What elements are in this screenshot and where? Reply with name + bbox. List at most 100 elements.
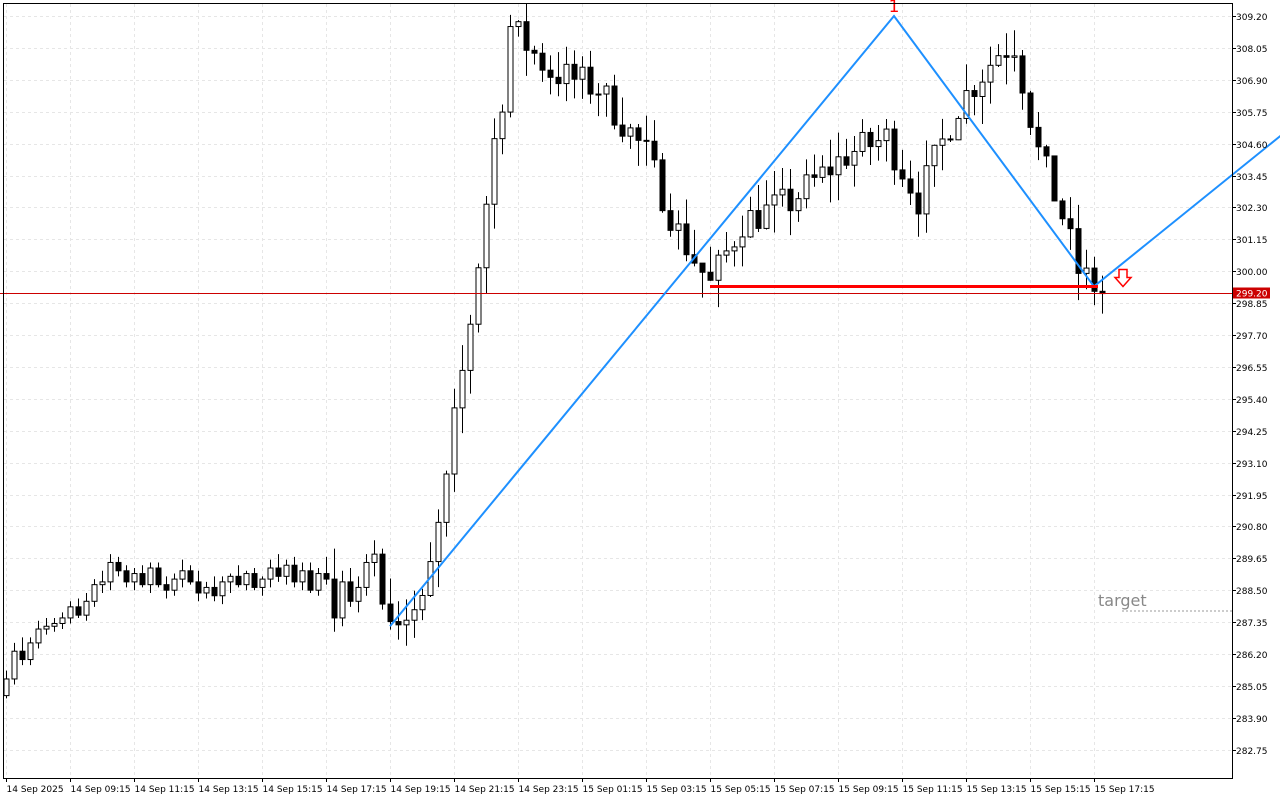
sell-arrow-icon <box>1113 268 1133 288</box>
wave-label: 1 <box>889 0 900 17</box>
candle-bear <box>531 49 538 54</box>
candle-bull <box>171 578 178 591</box>
candle-bear <box>1035 126 1042 148</box>
candle-bull <box>955 117 962 141</box>
candle-bull <box>3 678 10 697</box>
price-tick-label: 291.95 <box>1236 492 1268 502</box>
candle-bear <box>323 573 330 580</box>
candle-bull <box>411 609 418 621</box>
price-tick-label: 296.55 <box>1236 364 1268 374</box>
candle-bull <box>435 521 442 563</box>
grid <box>4 4 1232 778</box>
candle-bull <box>499 111 506 140</box>
candle-bull <box>595 93 602 96</box>
candle-bear <box>139 573 146 586</box>
candle-bull <box>747 210 754 238</box>
candle-bull <box>779 188 786 196</box>
candle-bear <box>555 76 562 85</box>
candle-bear <box>395 621 402 626</box>
candle-bull <box>475 267 482 325</box>
price-axis[interactable]: 309.20 308.05 306.90 305.75 304.60 303.45 302.… <box>1232 13 1268 757</box>
candle-bear <box>1067 218 1074 230</box>
price-tick-label: 302.30 <box>1236 204 1268 214</box>
price-tick-label: 306.90 <box>1236 77 1268 87</box>
candle-bear <box>867 131 874 148</box>
candle-bull <box>227 575 234 583</box>
candle-bear <box>619 124 626 137</box>
time-tick-label: 14 Sep 09:15 <box>71 785 131 795</box>
price-tick-label: 309.20 <box>1236 13 1268 23</box>
time-tick-label: 14 Sep 11:15 <box>135 785 195 795</box>
candle-bull <box>35 628 42 644</box>
candle-bull <box>931 144 938 167</box>
time-tick-label: 15 Sep 05:15 <box>711 785 771 795</box>
candle-bear <box>915 192 922 215</box>
candle-bear <box>547 69 554 78</box>
candle-bull <box>131 573 138 583</box>
candle-bull <box>883 128 890 142</box>
current-price-tag-text: 299.20 <box>1236 290 1268 300</box>
candle-bull <box>219 581 226 597</box>
candle-bear <box>891 128 898 171</box>
time-tick-label: 14 Sep 23:15 <box>519 785 579 795</box>
candle-bear <box>235 575 242 586</box>
candle-bear <box>1075 228 1082 274</box>
candle-bear <box>155 567 162 586</box>
time-tick-label: 14 Sep 19:15 <box>391 785 451 795</box>
candle-bull <box>107 561 114 583</box>
candle-bull <box>467 323 474 371</box>
candle-bear <box>659 159 666 212</box>
candle-bear <box>571 63 578 80</box>
candle-bull <box>459 369 466 409</box>
candle-bear <box>331 578 338 619</box>
candle-bear <box>635 127 642 141</box>
candle-bull <box>851 150 858 166</box>
candle-bull <box>339 581 346 619</box>
candle-bull <box>939 138 946 146</box>
time-tick-label: 14 Sep 13:15 <box>199 785 259 795</box>
time-axis[interactable]: 14 Sep 2025 14 Sep 09:15 14 Sep 11:15 14 Se… <box>6 778 1155 795</box>
candle-bull <box>715 254 722 281</box>
price-tick-label: 308.05 <box>1236 45 1268 55</box>
candle-bear <box>699 262 706 273</box>
candle-bull <box>507 26 514 113</box>
price-tick-label: 305.75 <box>1236 109 1268 119</box>
candle-bear <box>187 570 194 583</box>
candle-bear <box>275 567 282 577</box>
candle-bull <box>419 594 426 611</box>
candle-bear <box>307 570 314 591</box>
price-tick-label: 293.10 <box>1236 460 1268 470</box>
candle-bull <box>1083 267 1090 274</box>
candle-bull <box>963 90 970 119</box>
time-tick-label: 14 Sep 17:15 <box>327 785 387 795</box>
price-tick-label: 297.70 <box>1236 332 1268 342</box>
candle-bear <box>611 85 618 126</box>
candle-bear <box>811 174 818 178</box>
candle-bull <box>563 63 570 85</box>
candle-bull <box>451 407 458 475</box>
candle-bear <box>387 603 394 623</box>
candle-bull <box>371 553 378 563</box>
price-tick-label: 300.00 <box>1236 268 1268 278</box>
candle-bull <box>91 584 98 602</box>
candle-bear <box>1059 200 1066 220</box>
candle-bear <box>163 584 170 591</box>
candle-bull <box>355 586 362 602</box>
time-tick-label: 14 Sep 15:15 <box>263 785 323 795</box>
candle-bull <box>835 156 842 176</box>
target-label: target <box>1098 591 1147 610</box>
candle-bear <box>523 21 530 51</box>
candle-bull <box>67 606 74 619</box>
candle-bull <box>819 166 826 178</box>
price-tick-label: 290.80 <box>1236 523 1268 533</box>
candle-bear <box>947 138 954 141</box>
candle-bear <box>1051 155 1058 202</box>
candle-bear <box>643 139 650 142</box>
candle-bear <box>843 156 850 166</box>
time-tick-label: 14 Sep 2025 <box>7 785 64 795</box>
time-tick-label: 15 Sep 11:15 <box>903 785 963 795</box>
candle-bull <box>1011 55 1018 58</box>
price-tick-label: 282.75 <box>1236 747 1268 757</box>
candle-bull <box>723 250 730 256</box>
